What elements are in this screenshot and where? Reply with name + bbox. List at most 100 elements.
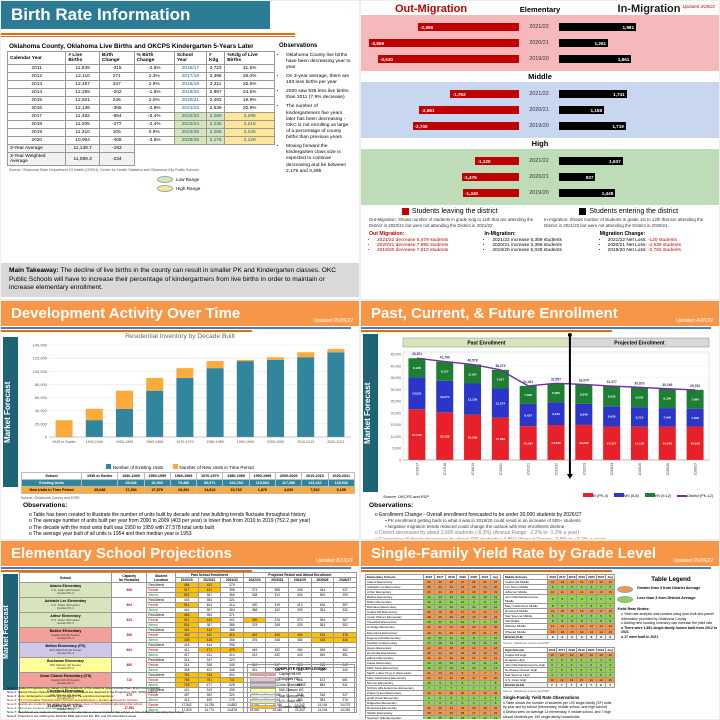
yield-row: Quail Creek Elementary 4 5 5 5 4 4 5 — [365, 695, 501, 702]
header-row: Middle Schools 2016 2017 2018 2019 2020 2021 Av… — [502, 573, 615, 581]
table-cell: 25,648 — [81, 486, 119, 494]
divider — [361, 570, 612, 572]
range-ellipse-icon — [157, 176, 173, 183]
enrollment-bar-segment — [630, 407, 648, 427]
svg-text:29,762: 29,762 — [690, 384, 700, 388]
table-cell: 0.9% — [133, 128, 175, 137]
dev-chart: 0 20,000 40,000 60,000 80,000 100,000 120,000 1… — [19, 341, 359, 464]
table-cell: 89,971 — [196, 479, 224, 487]
in-migration-bar: 1,981 — [559, 23, 636, 31]
header-row: 2019/20 2020/21 2021/22 2022/23 2023/24 2024/… — [20, 577, 357, 584]
table-cell: 121,410 — [301, 479, 329, 487]
year-header: 2021 — [595, 573, 607, 581]
yield-cell: 21 — [478, 710, 492, 717]
column-header: %Kdg of Live Births — [224, 51, 275, 65]
yield-cell: 13 — [478, 609, 492, 616]
svg-text:14,890: 14,890 — [579, 441, 589, 445]
yield-cell: 22 — [490, 649, 501, 656]
yield-row: Adams Elementary 33 30 28 27 22 21 27 — [365, 579, 501, 586]
capacity-header: Capacity — [122, 573, 137, 578]
observation-item: On 3-year average, there are 193 less bi… — [286, 74, 353, 86]
table-cell: 2011 — [6, 64, 67, 73]
note-item: Note 4: ITS = Innovative Transformation … — [7, 697, 138, 702]
yield-row: Roosevelt Middle 16 16 15 16 16 17 16 — [502, 608, 615, 615]
capacity-cell: 398 — [110, 582, 148, 599]
svg-text:30,246: 30,246 — [662, 383, 672, 387]
table-cell: 11,310 — [65, 128, 100, 137]
total-row: Attend 17,823 14,774 14,878 14,452 14,340 14,2… — [20, 707, 357, 714]
yield-cell: 21 — [490, 654, 501, 661]
note-item: Note 1: Student Projections are based on… — [7, 685, 161, 690]
yield-cell: 12 — [490, 594, 501, 601]
year-label: 2019/20 — [529, 190, 549, 196]
yield-cell: 16 — [478, 674, 492, 681]
table-cell: 2020/21 — [173, 96, 207, 105]
yield-cell: 7 — [556, 681, 568, 688]
column-header: 1990-1999 — [248, 472, 277, 480]
new-units-bar — [236, 359, 254, 362]
table-cell: -315 — [98, 64, 135, 73]
table-cell: 2,280 — [205, 112, 226, 121]
column-header: # Live Births — [65, 51, 100, 65]
feeder-legend-item: Exceeds capacity — [250, 704, 352, 709]
yield-row: F.D. Moon Middle 6 5 5 5 4 4 5 — [502, 584, 615, 591]
summary-in-title: In-Migration: — [484, 231, 516, 238]
legend-label: Number of New Units in Time Period — [178, 465, 254, 470]
yield-row: Heronville Elementary 28 24 22 22 18 16 22 — [365, 649, 501, 656]
market-forecast-label: Market Forecast — [3, 337, 18, 487]
svg-text:1950-1959: 1950-1959 — [116, 440, 133, 444]
enrollment-source: Source: OKCPS and RSP — [383, 494, 430, 499]
new-units-bar — [85, 408, 103, 421]
yield-cell: 12 — [595, 623, 607, 630]
column-header: School — [19, 571, 112, 584]
summary-item-value: -120 students — [647, 238, 678, 244]
summary-out: Out Migration:2021/22 decrease 5,479 stu… — [369, 231, 480, 253]
migration-descriptions: Out-Migration: Shows number of students … — [361, 216, 719, 229]
summary-item-pre: 2020/21 Net Loss: — [607, 243, 648, 249]
yield-cell: 7 — [605, 666, 615, 673]
in-bar-area: 1,741 — [559, 90, 719, 98]
out-migration-desc: Out-Migration: Shows number of students … — [369, 217, 534, 228]
table-cell: 2023/24 — [173, 120, 207, 129]
svg-text:21,542: 21,542 — [412, 433, 422, 437]
column-header: 2000-2009 — [275, 472, 303, 480]
enrollment-observations: Observations: o Enrollment Change - Overa… — [361, 500, 719, 539]
legend-ellipse-icon — [617, 596, 633, 603]
yield-cell: 12 — [478, 715, 492, 719]
capacity-cell: 424 — [110, 612, 148, 629]
svg-text:32,070: 32,070 — [579, 378, 589, 382]
yield-cell: 26 — [478, 690, 492, 697]
yield-row: Mark Twain Elementary 16 17 16 13 10 11 14 — [365, 664, 501, 671]
yield-cell: 6 — [575, 681, 587, 688]
birth-row: 2020 10,904 -408 -3.6% 2025/26 2,175 3,129 — [6, 136, 275, 145]
yield-cell: 3 — [595, 661, 607, 668]
yield-row: Rockwood Elementary 26 26 24 23 18 18 22 — [365, 705, 501, 712]
yield-row: Cesar Chavez Elementary 28 26 25 23 19 18 23 — [365, 614, 501, 621]
out-bar-area: -1,763 — [361, 90, 519, 98]
yield-cell: 5 — [595, 613, 607, 620]
yield-row: Jefferson Middle 13 12 13 14 13 14 13 — [502, 589, 615, 596]
divider — [1, 570, 252, 572]
enrollment-bar-segment — [491, 388, 509, 418]
table-cell: 42,902 — [143, 479, 171, 487]
year-header: 2020 — [586, 573, 597, 581]
table-cell: 2,539 — [205, 104, 226, 113]
year-header: 2022/23 — [242, 577, 267, 584]
feeder-label: John Marshall HS Feeder — [49, 647, 82, 652]
feeder-label: NW Classen HS Feeder — [50, 662, 81, 667]
red-square-icon — [401, 208, 409, 215]
school-cell: Bodine Elementary Capitol Hill HS Feeder G… — [19, 627, 112, 644]
updated-label: Updated 4/20/22 — [676, 318, 713, 324]
dev-chart-title: Residential Inventory by Decade Built — [125, 333, 235, 340]
svg-text:80,000: 80,000 — [35, 382, 48, 387]
out-migration-bar: -1,120 — [475, 157, 519, 165]
table-cell: 104,784 — [222, 479, 250, 487]
yield-cell: 8 — [605, 618, 615, 625]
enrollment-bar-segment — [603, 426, 621, 460]
table-cell: 2.0% — [133, 96, 175, 105]
column-header: % Birth Change — [133, 51, 175, 65]
enrollment-bar-segment — [436, 412, 454, 460]
table-cell: 28.0% — [224, 72, 275, 81]
yield-note-item: o There were 1,651 single-family homes b… — [621, 625, 718, 635]
yield-row: Eugene Field Elementary 13 12 11 10 8 7 10 — [365, 634, 501, 641]
